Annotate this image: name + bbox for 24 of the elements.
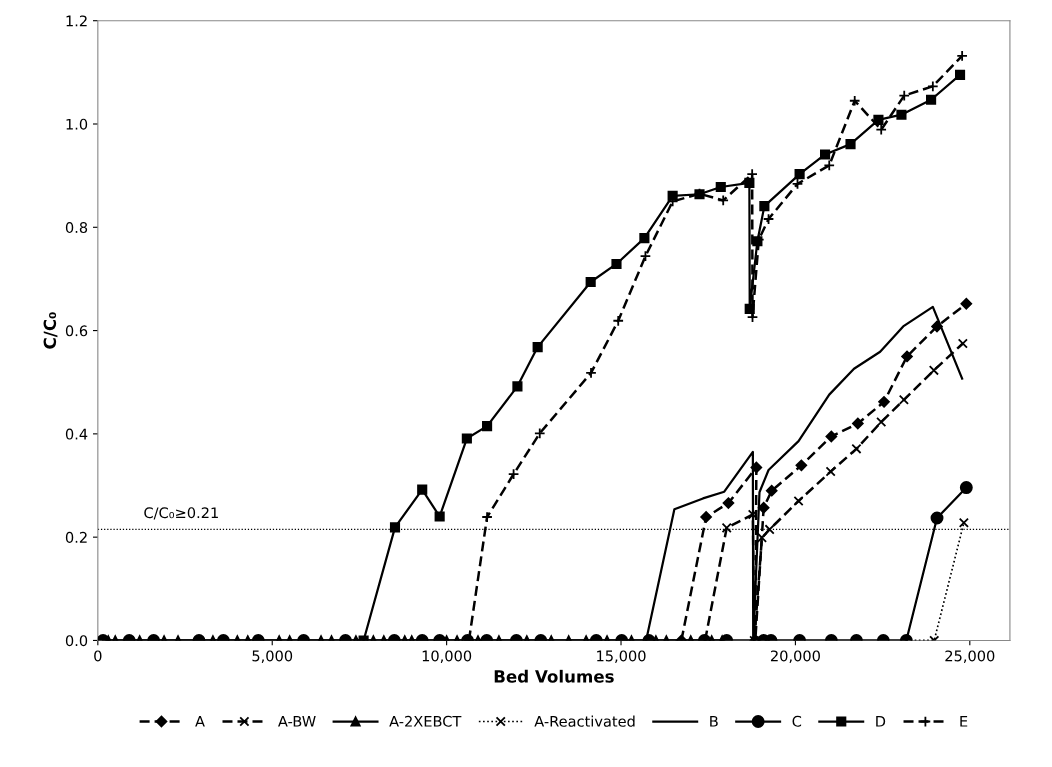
legend-label: B — [710, 715, 718, 727]
x-tick-label: 25,000 — [945, 650, 995, 663]
legend-label: D — [876, 715, 886, 727]
y-tick-label: 0.6 — [65, 325, 88, 337]
y-tick-label: 0.8 — [65, 222, 88, 234]
y-tick-label: 1.2 — [66, 15, 87, 27]
x-axis-title: Bed Volumes — [494, 669, 614, 683]
legend-label: A-2XEBCT — [389, 715, 462, 727]
x-tick-label: 20,000 — [770, 650, 820, 663]
y-axis-title: C/C₀ — [43, 312, 58, 349]
legend-label: C — [792, 715, 802, 727]
x-tick-label: 0 — [94, 650, 102, 662]
y-tick-label: 0.4 — [65, 428, 88, 440]
y-tick-label: 1.0 — [66, 118, 88, 130]
legend-label: A — [195, 715, 205, 727]
legend-label: A-BW — [278, 715, 316, 727]
legend-label: E — [960, 715, 968, 727]
x-tick-label: 10,000 — [422, 650, 472, 663]
y-tick-label: 0.0 — [65, 635, 88, 647]
legend-label: A-Reactivated — [534, 715, 635, 727]
ref-line-label: C/C₀≥0.21 — [144, 507, 218, 520]
y-tick-label: 0.2 — [65, 531, 87, 543]
x-tick-label: 5,000 — [252, 650, 293, 663]
x-tick-label: 15,000 — [597, 650, 646, 663]
